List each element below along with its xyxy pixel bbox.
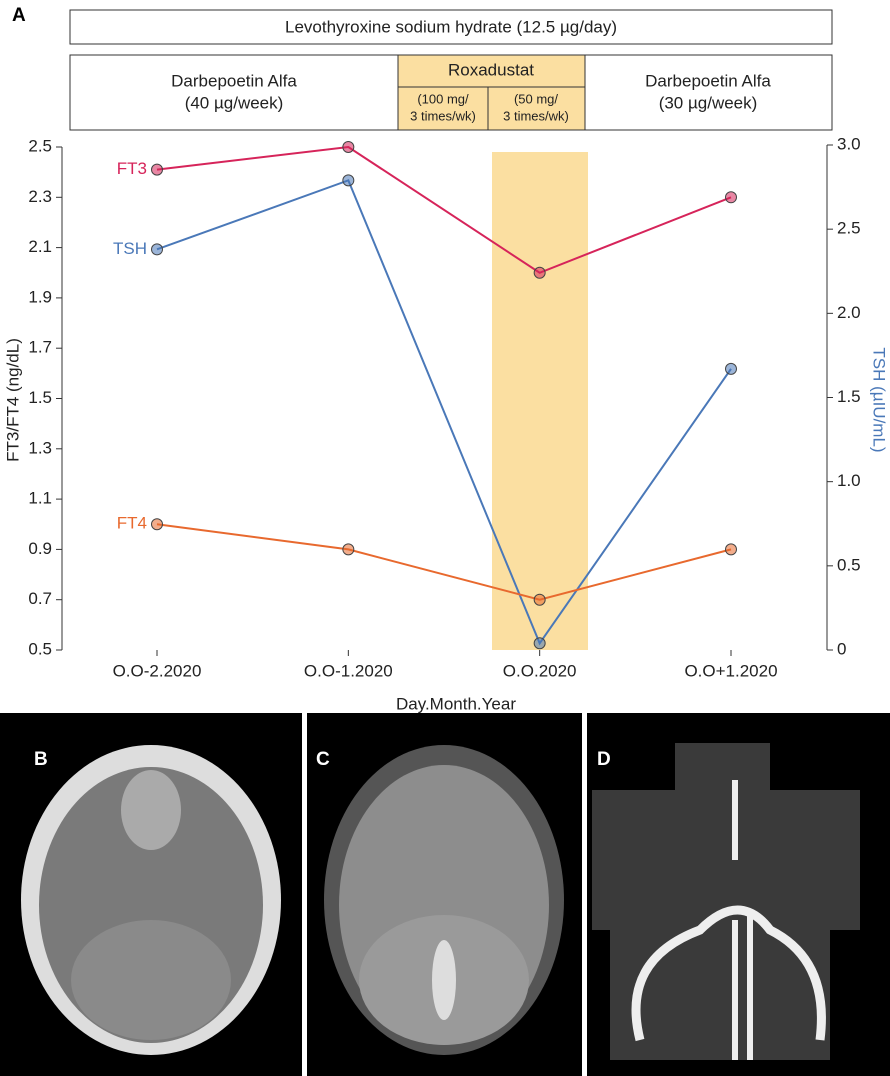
series-label: FT4 [117, 514, 147, 533]
treatment: Darbepoetin Alfa [171, 71, 297, 90]
data-point [151, 518, 163, 531]
y-tick-label: 1.9 [28, 287, 52, 306]
x-tick-label: O.O.2020 [503, 661, 577, 680]
y-tick-label: 0.9 [28, 539, 52, 558]
data-point [342, 174, 355, 187]
roxadustat-box [397, 54, 586, 131]
y2-axis-label: TSH (µIU/mL) [870, 347, 889, 452]
x-tick-label: O.O-1.2020 [304, 661, 393, 680]
image-panel [587, 713, 890, 1076]
roxadustat-period [492, 152, 588, 650]
y-tick-label: 2.5 [28, 136, 52, 155]
y-tick-label: 0.7 [28, 589, 52, 608]
series-line [156, 145, 732, 274]
data-point [533, 593, 546, 606]
y2-tick-label: 0 [837, 639, 846, 658]
data-point [533, 637, 546, 650]
series-line [156, 523, 732, 601]
treatment: Roxadustat [448, 60, 534, 79]
y2-tick-label: 2.0 [837, 303, 861, 322]
dose: 3 times/wk) [410, 108, 476, 123]
series-label: FT3 [117, 159, 147, 178]
data-point [725, 191, 737, 204]
dose: (50 mg/ [514, 91, 558, 106]
series-label: TSH [113, 239, 147, 258]
x-tick-label: O.O-2.2020 [113, 661, 202, 680]
data-point [533, 266, 546, 279]
x-axis-label: Day.Month.Year [396, 694, 516, 713]
y-tick-label: 1.7 [28, 338, 52, 357]
data-point [151, 163, 163, 176]
data-point [725, 543, 737, 556]
y-tick-label: 1.5 [28, 388, 52, 407]
treatment: Levothyroxine sodium hydrate (12.5 µg/da… [285, 17, 617, 36]
y2-tick-label: 1.0 [837, 471, 861, 490]
y-tick-label: 1.3 [28, 438, 52, 457]
data-point [342, 543, 355, 556]
y-tick-label: 2.1 [28, 237, 52, 256]
y-tick-label: 2.3 [28, 187, 52, 206]
y2-tick-label: 0.5 [837, 555, 861, 574]
panel-label: B [34, 749, 48, 770]
dose: 3 times/wk) [503, 108, 569, 123]
y2-tick-label: 2.5 [837, 219, 861, 238]
y-axis-label: FT3/FT4 (ng/dL) [3, 338, 22, 462]
treatment: (40 µg/week) [185, 93, 284, 112]
image-panel [307, 713, 582, 1076]
x-tick-label: O.O+1.2020 [684, 661, 777, 680]
panel-label: A [12, 5, 26, 26]
treatment: Darbepoetin Alfa [645, 71, 771, 90]
data-point [342, 141, 355, 153]
image-panel [0, 713, 302, 1076]
y2-tick-label: 1.5 [837, 387, 861, 406]
data-point [151, 243, 163, 256]
panel-label: D [597, 749, 611, 770]
dose: (100 mg/ [417, 91, 469, 106]
y-tick-label: 0.5 [28, 639, 52, 658]
y2-tick-label: 3.0 [837, 134, 861, 153]
y-tick-label: 1.1 [28, 489, 52, 508]
panel-label: C [316, 749, 330, 770]
treatment: (30 µg/week) [659, 93, 758, 112]
top-box [69, 9, 833, 45]
data-point [725, 362, 737, 375]
series-line [156, 179, 732, 646]
